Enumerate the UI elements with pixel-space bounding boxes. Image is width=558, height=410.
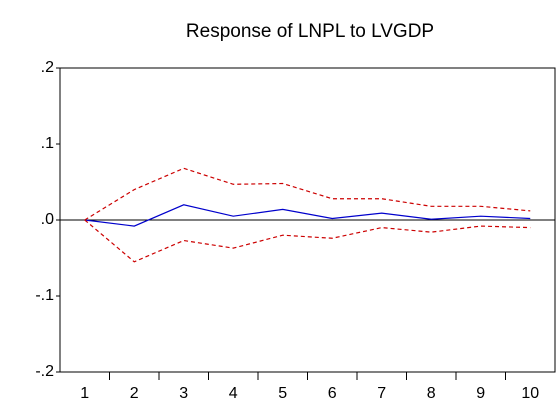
series-line (84, 167, 531, 221)
y-tick-label: .1 (41, 135, 54, 152)
x-tick-label: 9 (476, 385, 485, 402)
x-tick-label: 6 (328, 385, 337, 402)
chart-title: Response of LNPL to LVGDP (186, 21, 434, 42)
x-tick-label: 2 (130, 385, 139, 402)
series-line (84, 219, 531, 263)
x-tick-label: 3 (179, 385, 188, 402)
y-tick-label: .0 (41, 211, 54, 228)
series-line (84, 204, 531, 227)
y-tick-label: -.1 (35, 287, 54, 304)
x-tick-label: 10 (521, 385, 539, 402)
x-tick-label: 4 (229, 385, 238, 402)
x-tick-label: 1 (80, 385, 89, 402)
x-tick-label: 8 (427, 385, 436, 402)
y-tick-label: -.2 (35, 363, 54, 380)
x-tick-label: 7 (377, 385, 386, 402)
y-tick-label: .2 (41, 59, 54, 76)
x-tick-label: 5 (278, 385, 287, 402)
